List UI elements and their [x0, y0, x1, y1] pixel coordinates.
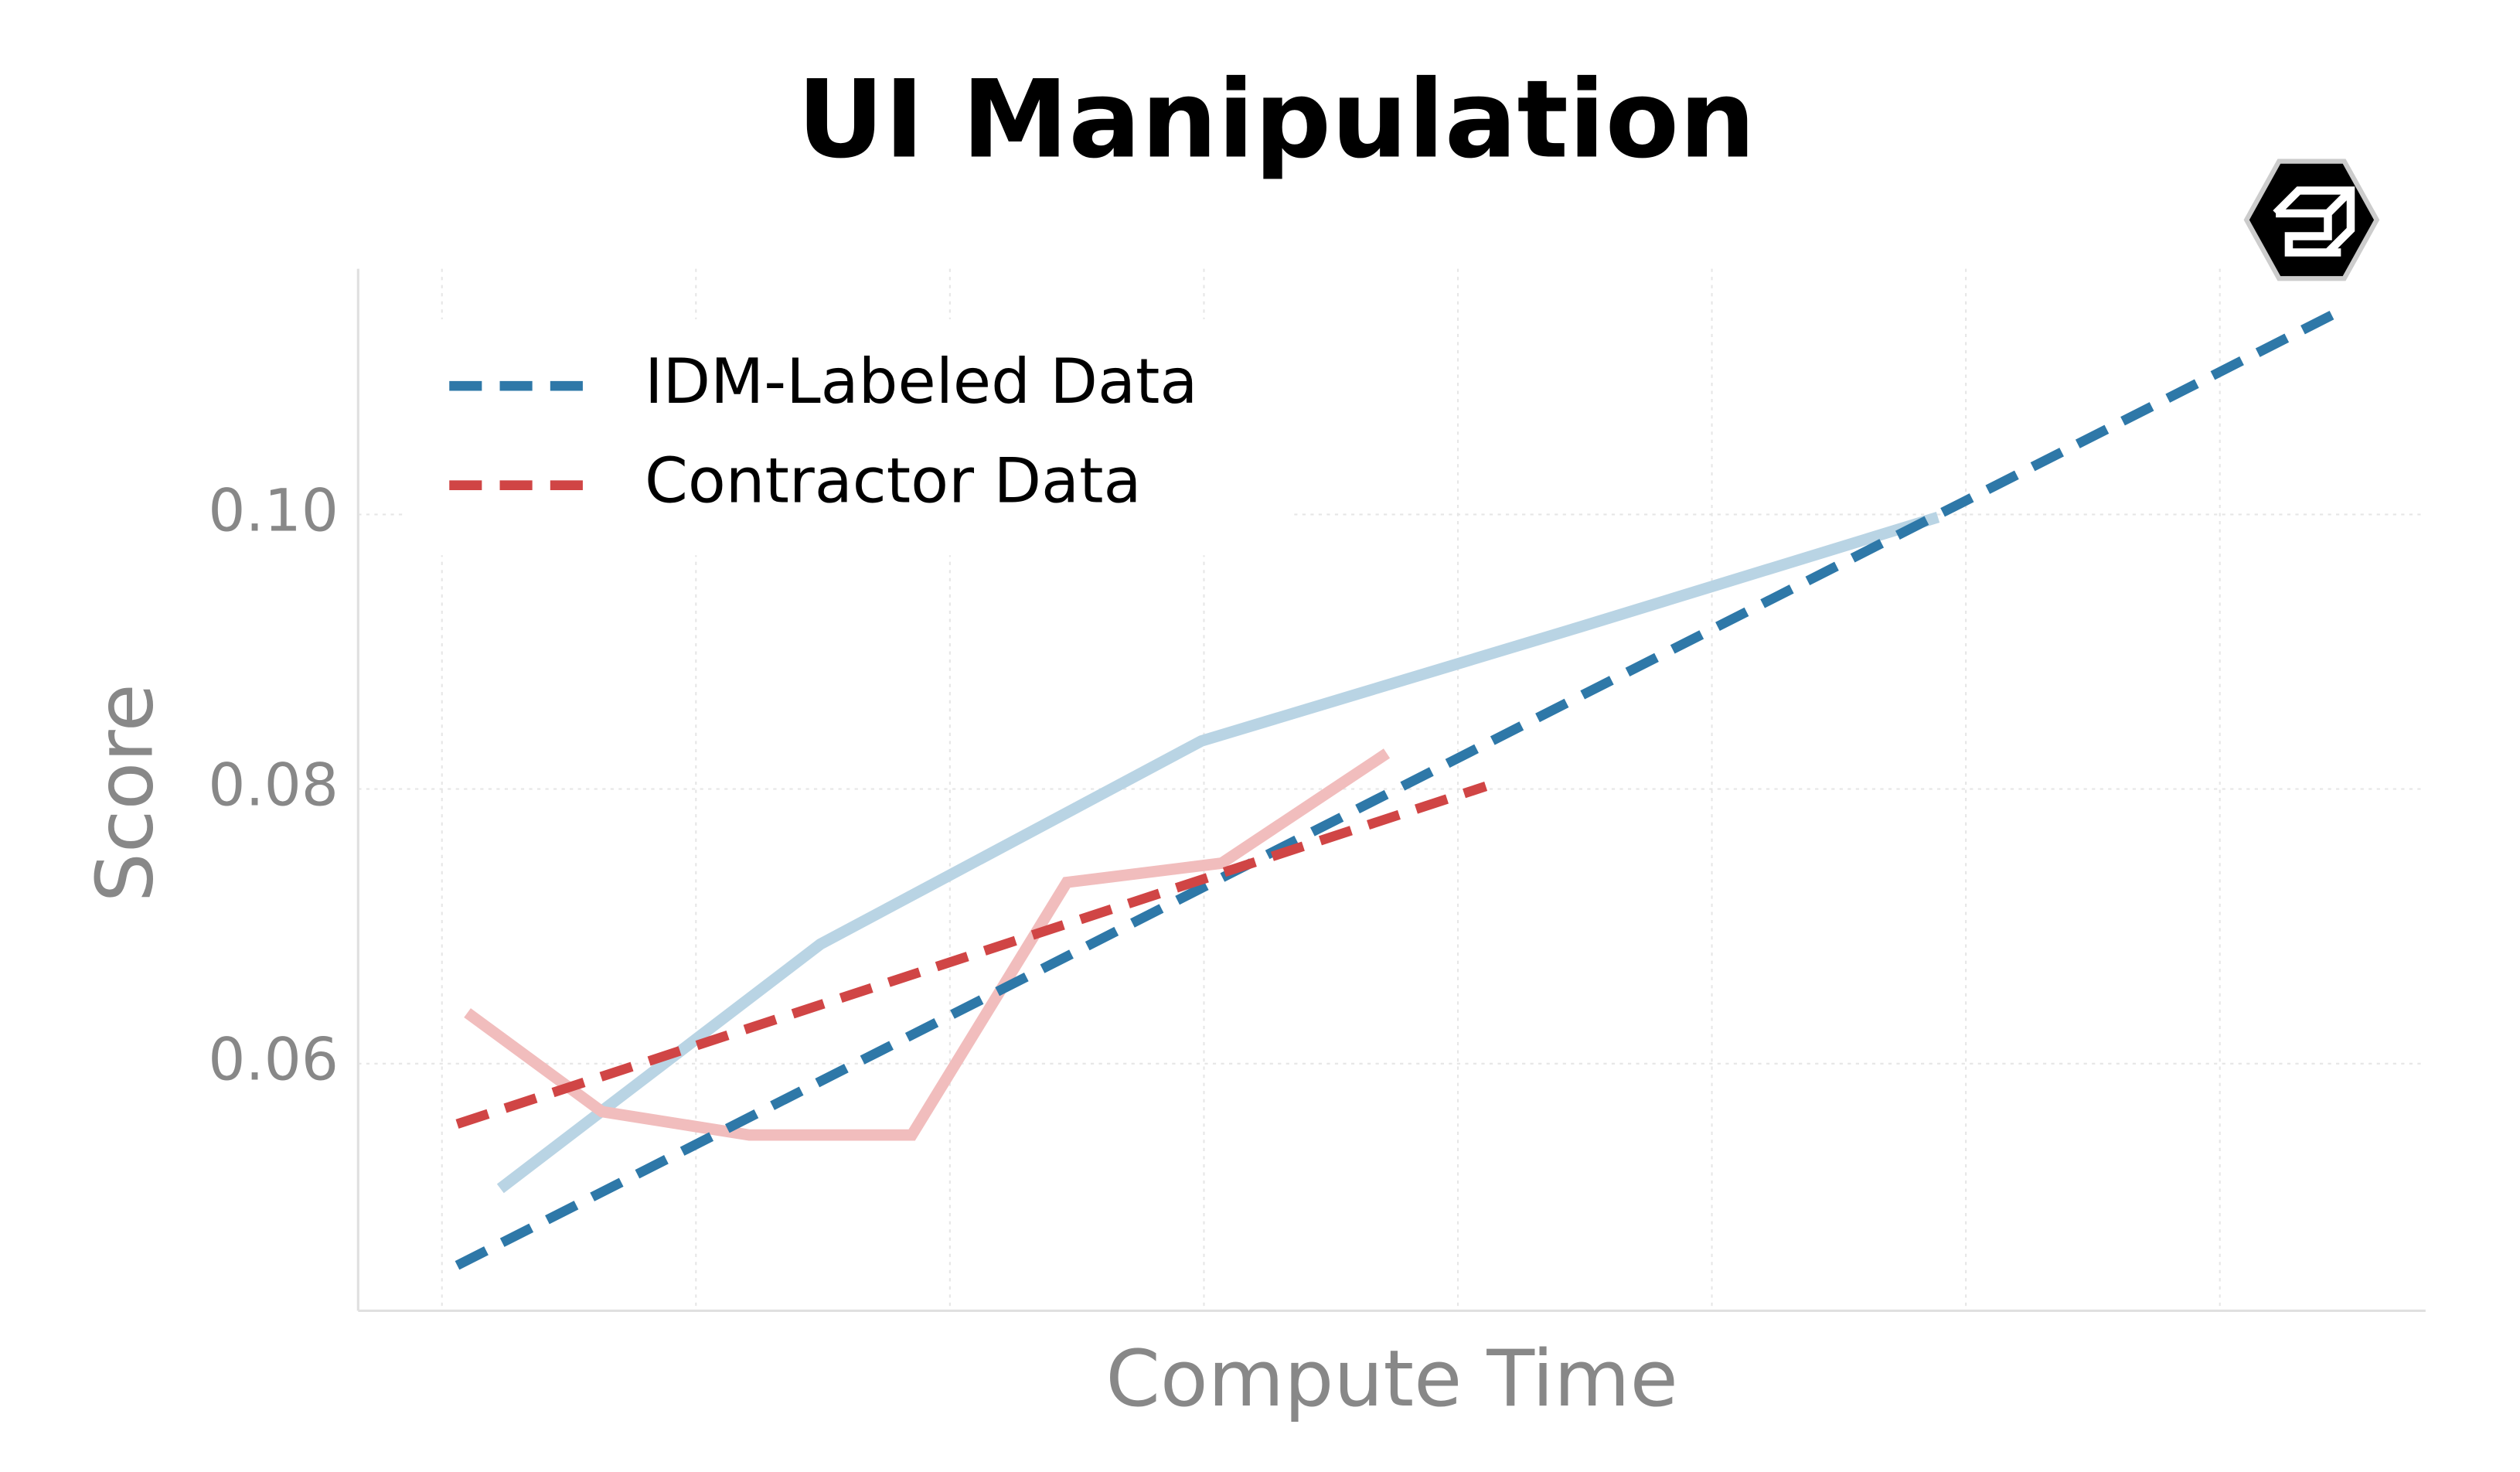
y-tick-label: 0.06 [208, 1026, 339, 1094]
legend-label: IDM-Labeled Data [645, 346, 1197, 417]
series-line [496, 511, 1940, 1194]
y-tick-label: 0.08 [208, 751, 339, 819]
legend: IDM-Labeled Data Contractor Data [407, 319, 1295, 556]
series-line [455, 782, 1488, 1129]
y-tick-label: 0.10 [208, 476, 339, 544]
series-line [464, 748, 1391, 1141]
legend-background [407, 319, 1295, 556]
chart-title: UI Manipulation [797, 56, 1755, 182]
legend-label: Contractor Data [645, 445, 1142, 517]
logo [2243, 158, 2380, 281]
x-axis-label: Compute Time [1105, 1333, 1677, 1424]
y-axis-label: Score [79, 683, 170, 902]
